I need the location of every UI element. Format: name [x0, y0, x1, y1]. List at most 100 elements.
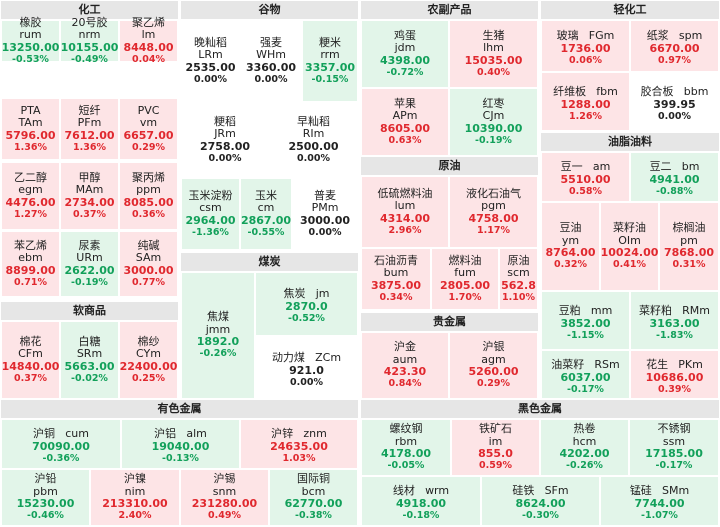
contract-tile-csm[interactable]: 玉米淀粉 csm 2964.00 -1.36%	[181, 178, 240, 250]
contract-tile-mm[interactable]: 豆粕 mm 3852.00 -1.15%	[541, 291, 630, 350]
contract-price: 2964.00	[185, 213, 236, 227]
contract-code: SAm	[135, 251, 162, 265]
contract-tile-bbm[interactable]: 胶合板 bbm 399.95 0.00%	[630, 72, 719, 131]
contract-tile-nrm[interactable]: 20号胶 nrm 10155.00 -0.49%	[60, 16, 119, 64]
contract-tile-CJm[interactable]: 红枣 CJm 10390.00 -0.19%	[449, 88, 538, 156]
contract-tile-rrm[interactable]: 粳米 rrm 3357.00 -0.15%	[302, 20, 358, 102]
contract-tile-ppm[interactable]: 聚丙烯 ppm 8085.00 0.36%	[119, 162, 178, 230]
contract-change-pct: 0.36%	[132, 208, 165, 220]
contract-tile-SRm[interactable]: 白糖 SRm 5663.00 -0.02%	[60, 321, 119, 399]
contract-name: 尿素	[78, 238, 101, 252]
contract-tile-lm[interactable]: 聚乙烯 lm 8448.00 0.04%	[119, 16, 178, 64]
contract-name: 强麦	[260, 35, 282, 49]
section-precious: 贵金属 沪金 aum 423.30 0.84% 沪银 agm 5260.00 0.29%	[361, 313, 538, 399]
contract-tile-hcm[interactable]: 热卷 hcm 4202.00 -0.26%	[540, 419, 629, 476]
contract-name: 焦炭	[283, 287, 306, 301]
contract-tile-nim[interactable]: 沪镍 nim 213310.00 2.40%	[90, 469, 180, 526]
contract-tile-FGm[interactable]: 玻璃 FGm 1736.00 0.06%	[541, 20, 630, 72]
contract-name: 玉米	[255, 188, 277, 202]
contract-tile-JRm[interactable]: 粳稻 JRm 2758.00 0.00%	[181, 102, 269, 178]
contract-tile-alm[interactable]: 沪铝 alm 19040.00 -0.13%	[121, 419, 240, 469]
contract-tile-bcm[interactable]: 国际铜 bcm 62770.00 -0.38%	[269, 469, 358, 526]
contract-code: bm	[681, 160, 700, 174]
contract-tile-cm[interactable]: 玉米 cm 2867.00 -0.55%	[240, 178, 292, 250]
contract-change-pct: 0.04%	[132, 53, 165, 65]
contract-code: MAm	[75, 183, 104, 197]
contract-name: 动力煤	[271, 350, 305, 364]
contract-code: rum	[19, 28, 42, 42]
contract-tile-znm[interactable]: 沪锌 znm 24635.00 1.03%	[240, 419, 358, 469]
contract-tile-RIm[interactable]: 早籼稻 RIm 2500.00 0.00%	[269, 102, 358, 178]
contract-change-pct: 2.40%	[118, 510, 152, 521]
contract-tile-CYm[interactable]: 棉纱 CYm 22400.00 0.25%	[119, 321, 178, 399]
contract-tile-cum[interactable]: 沪铜 cum 70090.00 -0.36%	[1, 419, 121, 469]
contract-price: 17185.00	[645, 447, 703, 461]
contract-tile-im[interactable]: 铁矿石 im 855.0 0.59%	[451, 419, 540, 476]
contract-tile-SFm[interactable]: 硅铁 SFm 8624.00 -0.30%	[481, 476, 600, 526]
contract-code: vm	[139, 116, 158, 130]
contract-name: 沪金	[394, 340, 416, 354]
contract-tile-MAm[interactable]: 甲醇 MAm 2734.00 0.37%	[60, 162, 119, 230]
contract-tile-OIm[interactable]: 菜籽油 OIm 10024.00 0.41%	[600, 202, 659, 291]
contract-code: ppm	[136, 183, 161, 197]
contract-tile-SAm[interactable]: 纯碱 SAm 3000.00 0.77%	[119, 231, 178, 297]
contract-tile-ZCm[interactable]: 动力煤 ZCm 921.0 0.00%	[255, 336, 358, 399]
contract-tile-egm[interactable]: 乙二醇 egm 4476.00 1.27%	[1, 162, 60, 230]
contract-change-pct: 0.31%	[672, 259, 706, 270]
contract-price: 3163.00	[649, 316, 700, 330]
contract-tile-lhm[interactable]: 生猪 lhm 15035.00 0.40%	[449, 20, 538, 88]
contract-label: 沪铜 cum	[33, 423, 89, 441]
contract-tile-pbm[interactable]: 沪铅 pbm 15230.00 -0.46%	[1, 469, 90, 526]
contract-price: 3852.00	[560, 316, 611, 330]
contract-price: 4941.00	[649, 173, 700, 187]
contract-name: 棉纱	[137, 334, 160, 348]
contract-tile-agm[interactable]: 沪银 agm 5260.00 0.29%	[449, 332, 538, 399]
contract-tile-ssm[interactable]: 不锈钢 ssm 17185.00 -0.17%	[629, 419, 719, 476]
contract-tile-vm[interactable]: PVC vm 6657.00 0.29%	[119, 98, 178, 160]
contract-tile-RSm[interactable]: 油菜籽 RSm 6037.00 -0.17%	[541, 350, 630, 399]
contract-tile-aum[interactable]: 沪金 aum 423.30 0.84%	[361, 332, 449, 399]
contract-tile-jdm[interactable]: 鸡蛋 jdm 4398.00 -0.72%	[361, 20, 449, 88]
contract-name: 粳米	[319, 35, 341, 49]
contract-tile-jmm[interactable]: 焦煤 jmm 1892.0 -0.26%	[181, 272, 255, 399]
contract-tile-wrm[interactable]: 线材 wrm 4918.00 -0.18%	[361, 476, 481, 526]
contract-tile-PKm[interactable]: 花生 PKm 10686.00 0.39%	[630, 350, 719, 399]
contract-tile-snm[interactable]: 沪锡 snm 231280.00 0.49%	[180, 469, 269, 526]
contract-tile-rum[interactable]: 橡胶 rum 13250.00 -0.53%	[1, 16, 60, 64]
contract-tile-LRm[interactable]: 晚籼稻 LRm 2535.00 0.00%	[181, 20, 240, 102]
contract-name: 白糖	[78, 334, 101, 348]
label-gap	[586, 80, 596, 99]
contract-name: 沪镍	[124, 472, 146, 486]
contract-tile-WHm[interactable]: 强麦 WHm 3360.00 0.00%	[240, 20, 302, 102]
contract-tile-rbm[interactable]: 螺纹钢 rbm 4178.00 -0.05%	[361, 419, 451, 476]
contract-tile-PMm[interactable]: 普麦 PMm 3000.00 0.00%	[292, 178, 358, 250]
contract-price: 8605.00	[379, 121, 431, 135]
contract-tile-lum[interactable]: 低硫燃料油 lum 4314.00 2.96%	[361, 176, 449, 248]
contract-tile-ebm[interactable]: 苯乙烯 ebm 8899.00 0.71%	[1, 231, 60, 297]
contract-price: 4918.00	[395, 497, 447, 511]
contract-code: lm	[141, 28, 156, 42]
label-gap	[55, 422, 65, 441]
contract-tile-fum[interactable]: 燃料油 fum 2805.00 1.70%	[431, 248, 499, 310]
contract-tile-jm[interactable]: 焦炭 jm 2870.0 -0.52%	[255, 272, 358, 336]
contract-tile-URm[interactable]: 尿素 URm 2622.00 -0.19%	[60, 231, 119, 297]
contract-tile-am[interactable]: 豆一 am 5510.00 0.58%	[541, 152, 630, 202]
contract-tile-PFm[interactable]: 短纤 PFm 7612.00 1.36%	[60, 98, 119, 160]
section-title: 贵金属	[361, 313, 538, 331]
contract-tile-bm[interactable]: 豆二 bm 4941.00 -0.88%	[630, 152, 719, 202]
contract-tile-bum[interactable]: 石油沥青 bum 3875.00 0.34%	[361, 248, 431, 310]
contract-tile-fbm[interactable]: 纤维板 fbm 1288.00 1.26%	[541, 72, 630, 131]
contract-tile-APm[interactable]: 苹果 APm 8605.00 0.63%	[361, 88, 449, 156]
contract-tile-pgm[interactable]: 液化石油气 pgm 4758.00 1.17%	[449, 176, 538, 248]
contract-tile-CFm[interactable]: 棉花 CFm 14840.00 0.37%	[1, 321, 60, 399]
contract-tile-spm[interactable]: 纸浆 spm 6670.00 0.97%	[630, 20, 719, 72]
contract-tile-pm[interactable]: 棕榈油 pm 7868.00 0.31%	[659, 202, 719, 291]
contract-tile-RMm[interactable]: 菜籽粕 RMm 3163.00 -1.83%	[630, 291, 719, 350]
contract-code: agm	[481, 352, 506, 366]
contract-tile-SMm[interactable]: 锰硅 SMm 7744.00 -1.07%	[600, 476, 719, 526]
contract-tile-ym[interactable]: 豆油 ym 8764.00 0.32%	[541, 202, 600, 291]
contract-name: 液化石油气	[466, 186, 521, 200]
contract-tile-TAm[interactable]: PTA TAm 5796.00 1.36%	[1, 98, 60, 160]
contract-change-pct: -0.72%	[386, 66, 424, 78]
contract-tile-scm[interactable]: 原油 scm 562.8 1.10%	[499, 248, 538, 310]
